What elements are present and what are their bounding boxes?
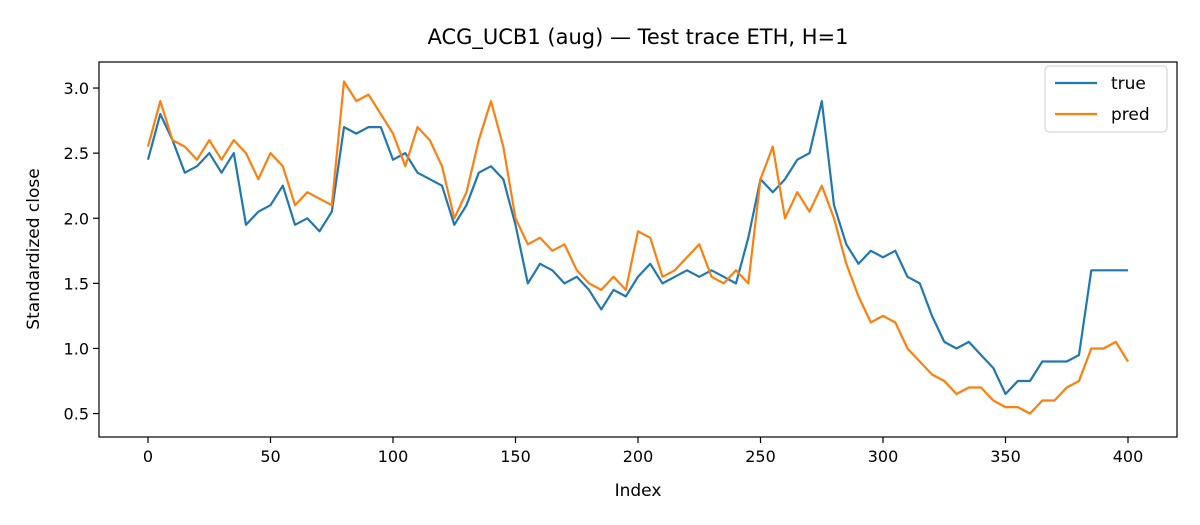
x-tick-label: 250 [745, 447, 776, 466]
y-tick-label: 1.0 [64, 339, 89, 358]
y-axis-label: Standardized close [24, 168, 44, 329]
x-tick-label: 150 [500, 447, 531, 466]
x-tick-label: 400 [1113, 447, 1144, 466]
legend-label-true: true [1111, 74, 1146, 94]
legend: true pred [1044, 65, 1168, 133]
plot-frame [98, 61, 1178, 438]
y-tick-label: 2.5 [64, 144, 89, 163]
x-tick-label: 0 [143, 447, 153, 466]
y-tick-label: 3.0 [64, 79, 89, 98]
y-tick-label: 1.5 [64, 274, 89, 293]
x-tick-label: 100 [378, 447, 409, 466]
chart-title: ACG_UCB1 (aug) — Test trace ETH, H=1 [427, 25, 848, 50]
y-tick-label: 2.0 [64, 209, 89, 228]
series-line-true [146, 99, 1128, 396]
series-line-pred [146, 80, 1129, 415]
x-tick-label: 350 [990, 447, 1021, 466]
y-tick-label: 0.5 [64, 405, 89, 424]
x-tick-label: 300 [868, 447, 899, 466]
x-axis-label: Index [615, 481, 662, 501]
x-tick-label: 50 [260, 447, 280, 466]
x-tick-label: 200 [623, 447, 654, 466]
legend-label-pred: pred [1111, 105, 1150, 125]
